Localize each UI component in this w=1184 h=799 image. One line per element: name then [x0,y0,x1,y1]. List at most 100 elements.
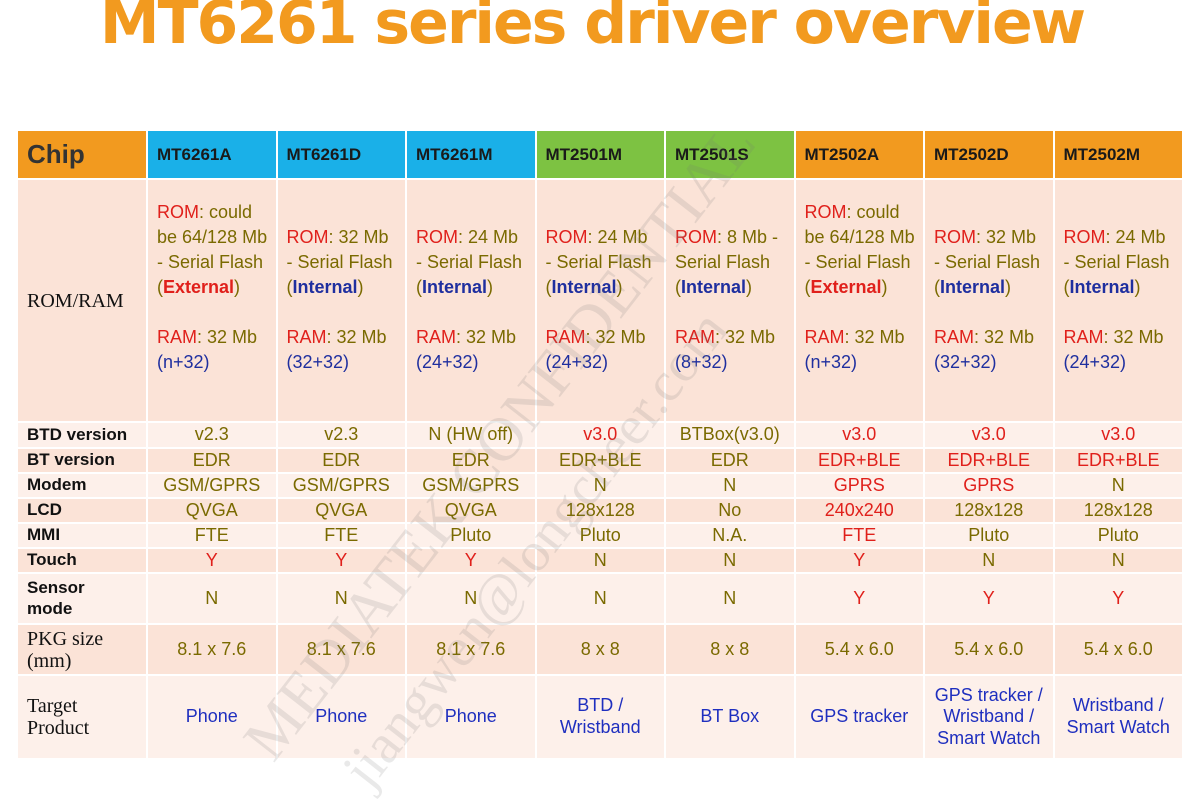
ram-split: (32+32) [934,352,997,372]
lcd-value: 128x128 [537,499,667,524]
ram-text: : 32 Mb [845,327,905,347]
touch-value: Y [148,549,278,574]
ram-key: RAM [934,327,974,347]
ram-text: : 32 Mb [586,327,646,347]
bt-value: EDR [148,449,278,474]
pkg-value: 8.1 x 7.6 [407,625,537,676]
modem-value: N [666,474,796,499]
ram-text: : 32 Mb [197,327,257,347]
btd-value: v3.0 [796,423,926,449]
header-row: Chip MT6261A MT6261D MT6261M MT2501M MT2… [18,131,1184,180]
ram-split: (32+32) [287,352,350,372]
rom-key: ROM [805,202,847,222]
flash-location: Internal [940,277,1005,297]
btd-value: v3.0 [537,423,667,449]
flash-location: Internal [681,277,746,297]
bt-value: EDR+BLE [537,449,667,474]
bt-value: EDR+BLE [796,449,926,474]
modem-value: GPRS [925,474,1055,499]
rom-ram-cell: ROM: 24 Mb - Serial Flash(Internal)RAM: … [1055,180,1184,423]
rom-key: ROM [1064,227,1106,247]
lcd-value: QVGA [278,499,408,524]
ram-key: RAM [416,327,456,347]
pkg-value: 5.4 x 6.0 [796,625,926,676]
flash-location: Internal [422,277,487,297]
row-label-modem: Modem [18,474,148,499]
bt-value: EDR [278,449,408,474]
rom-ram-cell: ROM: could be 64/128 Mb - Serial Flash(E… [796,180,926,423]
flash-location: External [163,277,234,297]
ram-key: RAM [546,327,586,347]
pkg-value: 5.4 x 6.0 [1055,625,1184,676]
mmi-value: FTE [278,524,408,549]
target-value: Phone [278,676,408,760]
chip-name: MT6261M [407,131,537,180]
rom-ram-cell: ROM: 32 Mb - Serial Flash(Internal)RAM: … [278,180,408,423]
chip-name: MT2502M [1055,131,1184,180]
lcd-value: QVGA [148,499,278,524]
pkg-value: 8 x 8 [666,625,796,676]
pkg-value: 8.1 x 7.6 [148,625,278,676]
target-value: Phone [148,676,278,760]
ram-text: : 32 Mb [974,327,1034,347]
rom-key: ROM [675,227,717,247]
btd-value: v3.0 [925,423,1055,449]
target-value: BTD / Wristband [537,676,667,760]
touch-value: Y [278,549,408,574]
chip-name: MT6261A [148,131,278,180]
ram-key: RAM [287,327,327,347]
mmi-value: Pluto [1055,524,1184,549]
chip-header: Chip [18,131,148,180]
touch-value: N [1055,549,1184,574]
sensor-value: Y [925,574,1055,625]
rom-key: ROM [934,227,976,247]
btd-value: v3.0 [1055,423,1184,449]
modem-value: N [1055,474,1184,499]
ram-key: RAM [675,327,715,347]
btd-value: v2.3 [148,423,278,449]
rom-ram-cell: ROM: 8 Mb - Serial Flash(Internal)RAM: 3… [666,180,796,423]
btd-value: v2.3 [278,423,408,449]
rom-key: ROM [287,227,329,247]
lcd-value: No [666,499,796,524]
ram-split: (24+32) [1064,352,1127,372]
sensor-value: N [537,574,667,625]
mmi-value: FTE [796,524,926,549]
ram-text: : 32 Mb [456,327,516,347]
ram-key: RAM [1064,327,1104,347]
touch-value: N [537,549,667,574]
ram-key: RAM [157,327,197,347]
ram-split: (8+32) [675,352,728,372]
lcd-value: 240x240 [796,499,926,524]
row-label-touch: Touch [18,549,148,574]
row-label-rom-ram: ROM/RAM [18,180,148,423]
lcd-value: QVGA [407,499,537,524]
rom-ram-cell: ROM: 24 Mb - Serial Flash(Internal)RAM: … [407,180,537,423]
pkg-value: 8 x 8 [537,625,667,676]
bt-value: EDR [666,449,796,474]
sensor-value: N [278,574,408,625]
ram-split: (n+32) [805,352,858,372]
btd-value: BTBox(v3.0) [666,423,796,449]
mmi-value: Pluto [537,524,667,549]
row-label-btd: BTD version [18,423,148,449]
pkg-value: 5.4 x 6.0 [925,625,1055,676]
sensor-value: Y [1055,574,1184,625]
modem-value: GSM/GPRS [407,474,537,499]
row-label-lcd: LCD [18,499,148,524]
chip-comparison-table: Chip MT6261A MT6261D MT6261M MT2501M MT2… [18,131,1184,760]
target-value: Phone [407,676,537,760]
modem-value: GPRS [796,474,926,499]
sensor-value: N [407,574,537,625]
flash-location: Internal [552,277,617,297]
mmi-value: FTE [148,524,278,549]
sensor-value: N [148,574,278,625]
modem-value: GSM/GPRS [278,474,408,499]
bt-value: EDR+BLE [925,449,1055,474]
